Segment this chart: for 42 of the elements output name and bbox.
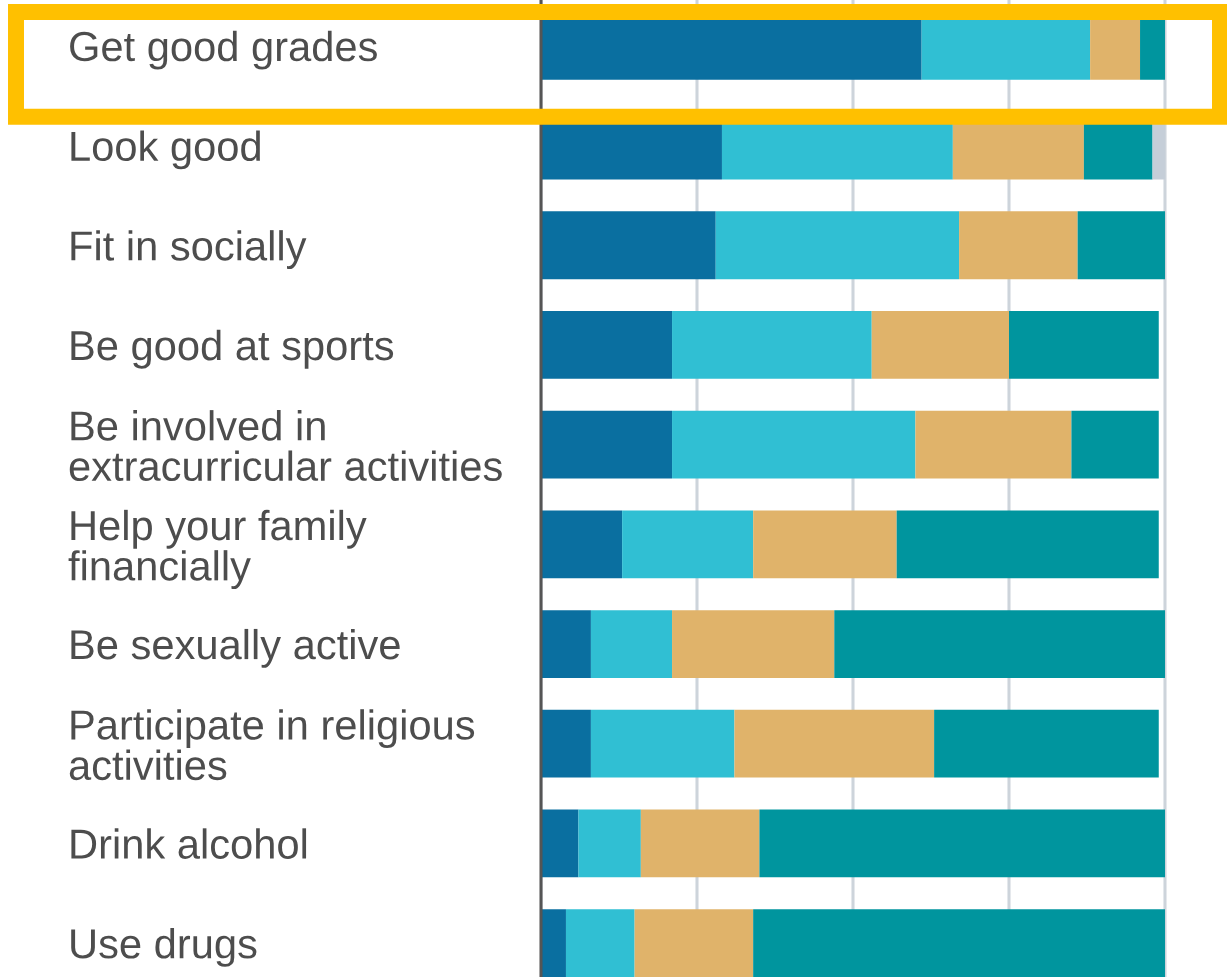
- bar: [541, 709, 591, 778]
- bar: [915, 410, 1072, 479]
- bar: [541, 211, 716, 280]
- bar: [871, 311, 1009, 379]
- bar: [1009, 311, 1159, 379]
- bar: [541, 909, 566, 977]
- y-tick-label: Fit in socially: [71, 230, 307, 269]
- bar: [578, 809, 641, 878]
- bar: [672, 410, 916, 479]
- bar: [634, 909, 754, 977]
- bar: [622, 510, 754, 579]
- bar: [590, 610, 673, 678]
- y-tick-label: Drink alcohol: [71, 828, 307, 859]
- bar: [541, 610, 591, 678]
- bar: [1071, 410, 1159, 479]
- bar: [734, 709, 935, 778]
- y-tick-label: Participate in religious activities: [69, 709, 475, 781]
- y-tick-label: Use drugs: [71, 928, 257, 967]
- y-tick-label: Be sexually active: [71, 628, 400, 668]
- bar: [715, 211, 960, 280]
- bar: [834, 610, 1165, 678]
- bar: [753, 510, 897, 579]
- bar: [934, 709, 1159, 778]
- y-tick-label: Be good at sports: [71, 329, 394, 369]
- bar: [896, 510, 1159, 579]
- y-tick-label: Be involved in extracurricular activities: [69, 410, 502, 482]
- bar: [590, 709, 735, 778]
- bar: [753, 909, 1165, 977]
- bar: [759, 809, 1165, 878]
- y-tick-label: Look good: [71, 130, 260, 170]
- bar: [672, 311, 872, 379]
- bar: [541, 410, 673, 479]
- bar: [541, 809, 579, 878]
- y-tick-label: Get good grades: [70, 30, 377, 70]
- bar: [541, 311, 673, 379]
- bar: [959, 211, 1078, 280]
- bar: [640, 809, 760, 878]
- bar: [1077, 211, 1165, 280]
- y-tick-label: Help your family financially: [68, 509, 367, 589]
- bar: [541, 510, 623, 579]
- bar: [672, 610, 835, 678]
- bar: [565, 909, 635, 977]
